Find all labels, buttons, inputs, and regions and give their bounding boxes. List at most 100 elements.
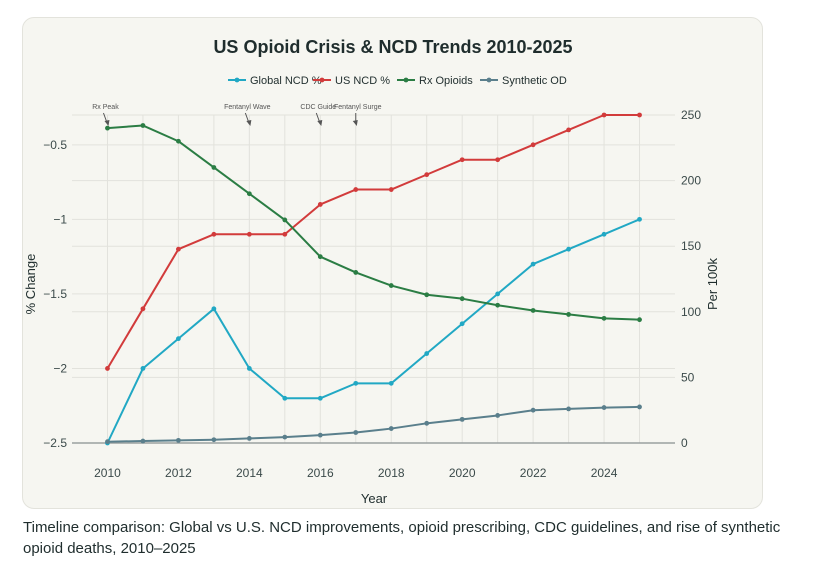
- series-line: [106, 114, 640, 369]
- y2-tick-label: 50: [681, 370, 695, 384]
- data-point: [495, 157, 501, 163]
- data-point: [530, 142, 536, 148]
- data-point: [317, 395, 323, 401]
- data-point: [211, 437, 217, 443]
- data-point: [530, 308, 536, 313]
- data-point: [601, 315, 607, 321]
- data-point: [566, 246, 571, 252]
- data-point: [246, 191, 252, 197]
- data-point: [105, 366, 110, 371]
- legend-marker: [403, 77, 409, 83]
- data-point: [637, 317, 642, 323]
- data-point: [211, 306, 217, 312]
- annotation-arrowhead: [352, 120, 358, 126]
- y-tick-label: −1: [53, 212, 67, 226]
- annotation-label: Fentanyl Surge: [334, 104, 382, 111]
- data-point: [566, 127, 571, 133]
- data-point: [211, 231, 217, 237]
- series-lines: [105, 112, 642, 446]
- data-point: [282, 434, 288, 440]
- data-point: [388, 187, 394, 192]
- annotation-label: Rx Peak: [92, 104, 119, 111]
- y-axis-ticks: −2.5 −2 −1.5 −1 −0.5: [43, 138, 67, 450]
- annotation-label: CDC Guide: [300, 104, 336, 111]
- series-line: [106, 218, 640, 444]
- x-tick-label: 2024: [591, 466, 618, 480]
- data-point: [317, 254, 323, 260]
- data-point: [211, 165, 217, 170]
- data-point: [424, 351, 430, 356]
- data-point: [353, 270, 359, 275]
- y2-tick-label: 250: [681, 108, 701, 122]
- data-point: [601, 405, 607, 410]
- chart-title: US Opioid Crisis & NCD Trends 2010-2025: [213, 37, 572, 57]
- data-point: [601, 112, 607, 118]
- y2-tick-label: 150: [681, 239, 701, 253]
- x-tick-label: 2020: [449, 466, 476, 480]
- data-point: [176, 246, 181, 252]
- data-point: [246, 366, 252, 371]
- data-point: [459, 416, 465, 422]
- legend-marker: [486, 77, 492, 83]
- y2-tick-label: 0: [681, 436, 688, 450]
- x-axis-label: Year: [361, 491, 388, 506]
- x-tick-label: 2016: [307, 466, 334, 480]
- legend-entry: Synthetic OD: [502, 75, 567, 87]
- figure-caption: Timeline comparison: Global vs U.S. NCD …: [23, 519, 781, 557]
- y2-tick-label: 100: [681, 305, 701, 319]
- x-axis-ticks: 2010 2012 2014 2016 2018 2020 2022 2024: [94, 466, 618, 480]
- data-point: [495, 302, 501, 308]
- data-point: [601, 231, 607, 237]
- data-point: [388, 283, 394, 288]
- annotation-arrowhead: [246, 120, 252, 126]
- data-point: [317, 202, 323, 207]
- data-point: [459, 296, 465, 302]
- annotation-label: Fentanyl Wave: [224, 104, 271, 111]
- data-point: [637, 404, 642, 410]
- data-point: [459, 157, 465, 163]
- data-point: [495, 291, 501, 297]
- y2-tick-label: 200: [681, 174, 701, 188]
- legend: Global NCD % US NCD % Rx Opioids Synthetic …: [228, 75, 567, 87]
- x-tick-label: 2018: [378, 466, 405, 480]
- data-point: [246, 436, 252, 441]
- legend-entry: Global NCD %: [250, 75, 322, 87]
- grid: [72, 114, 675, 444]
- legend-entry: US NCD %: [335, 75, 390, 87]
- data-point: [282, 231, 288, 237]
- annotation-arrowhead: [317, 120, 323, 126]
- data-point: [566, 312, 571, 317]
- data-point: [140, 306, 146, 312]
- data-point: [105, 439, 110, 445]
- series-line: [107, 405, 640, 443]
- x-tick-label: 2010: [94, 466, 121, 480]
- data-point: [140, 123, 146, 128]
- data-point: [176, 138, 181, 144]
- data-point: [424, 420, 430, 426]
- x-tick-label: 2014: [236, 466, 263, 480]
- data-point: [176, 336, 181, 342]
- y2-axis-label: Per 100k: [705, 257, 720, 310]
- data-point: [353, 380, 359, 386]
- x-tick-label: 2012: [165, 466, 192, 480]
- data-point: [637, 216, 642, 222]
- data-point: [353, 430, 359, 435]
- data-point: [424, 292, 430, 298]
- y-tick-label: −2.5: [43, 436, 67, 450]
- data-point: [566, 406, 571, 412]
- legend-marker: [234, 77, 240, 83]
- data-point: [530, 407, 536, 413]
- annotation-arrowhead: [104, 120, 110, 126]
- data-point: [140, 366, 146, 371]
- line-chart: US Opioid Crisis & NCD Trends 2010-2025 …: [23, 37, 720, 506]
- data-point: [282, 395, 288, 401]
- y2-axis-ticks: 0 50 100 150 200 250: [681, 108, 701, 450]
- data-point: [246, 231, 252, 237]
- y-tick-label: −0.5: [43, 138, 67, 152]
- x-tick-label: 2022: [520, 466, 547, 480]
- data-point: [105, 125, 110, 131]
- data-point: [388, 426, 394, 431]
- data-point: [459, 321, 465, 327]
- data-point: [317, 432, 323, 438]
